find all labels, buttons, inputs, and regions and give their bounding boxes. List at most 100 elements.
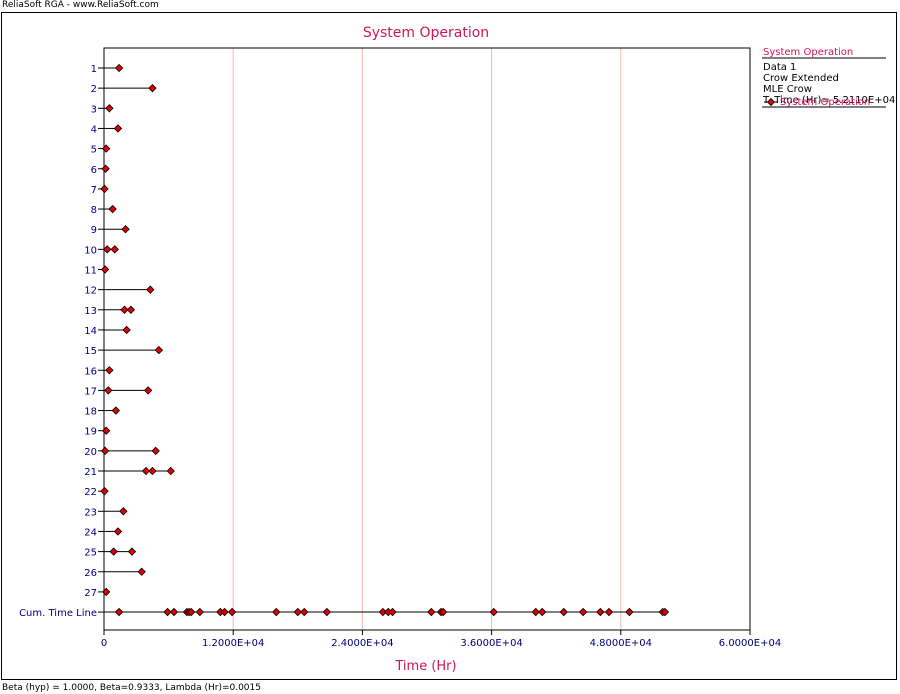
legend-title: System Operation: [763, 47, 853, 58]
failure-point: [148, 466, 157, 476]
legend: System Operation Data 1 Crow Extended ML…: [762, 47, 895, 108]
x-tick-label: 2.4000E+04: [331, 638, 393, 649]
failure-point: [114, 63, 124, 73]
failure-point: [108, 204, 117, 214]
chart-frame: [1, 12, 897, 680]
cum-failure-point: [187, 607, 196, 617]
chart-title: System Operation: [363, 25, 489, 41]
y-tick-label: 17: [84, 386, 97, 397]
failure-point: [119, 507, 128, 516]
failure-point: [100, 265, 110, 274]
failure-point: [120, 305, 129, 314]
y-tick-label: 22: [84, 487, 97, 498]
legend-line-method: MLE Crow: [763, 84, 812, 95]
y-tick-label: 15: [84, 346, 97, 357]
failure-point: [101, 164, 110, 173]
y-tick-label: 12: [84, 286, 97, 297]
y-tick-label: 19: [84, 427, 97, 438]
y-tick-label: Cum. Time Line: [19, 608, 97, 619]
cum-failure-point: [293, 607, 302, 617]
cum-failure-point: [578, 607, 588, 617]
y-tick-label: 23: [84, 507, 97, 518]
cum-failure-point: [195, 607, 204, 617]
cum-failure-point: [427, 607, 436, 617]
failure-point: [105, 366, 114, 375]
legend-line-total-time: T. Time (Hr)= 5.2110E+04: [762, 95, 895, 106]
y-tick-label: 11: [84, 266, 97, 277]
y-tick-label: 13: [84, 306, 97, 317]
failure-point: [104, 386, 113, 395]
failure-point: [166, 466, 175, 476]
cum-failure-point: [163, 607, 172, 617]
y-tick-label: 16: [84, 366, 97, 377]
cum-failure-point: [604, 607, 614, 617]
failure-point: [103, 245, 112, 254]
y-tick-label: 3: [91, 104, 97, 115]
failure-point: [105, 104, 114, 113]
y-tick-label: 20: [84, 447, 97, 458]
cum-failure-point: [220, 607, 229, 617]
legend-series-marker: [766, 97, 776, 107]
x-tick-label: 3.6000E+04: [460, 638, 522, 649]
failure-point: [127, 547, 137, 556]
y-tick-label: 10: [84, 245, 97, 256]
legend-series-label: System Operation: [780, 97, 870, 108]
cum-failure-point: [378, 607, 388, 617]
failure-point: [101, 587, 111, 597]
failure-point: [143, 386, 153, 395]
failure-point: [100, 184, 109, 194]
x-tick-label: 4.8000E+04: [590, 638, 652, 649]
x-tick-label: 6.0000E+04: [719, 638, 781, 649]
plot-border: [103, 47, 751, 631]
y-tick-label: 2: [91, 84, 97, 95]
failure-point: [122, 325, 131, 335]
cum-failure-point: [322, 607, 332, 617]
x-tick-label: 0: [101, 638, 107, 649]
y-tick-label: 4: [91, 124, 97, 135]
y-tick-label: 25: [84, 548, 97, 559]
failure-point: [154, 345, 164, 355]
y-tick-label: 26: [84, 568, 97, 579]
failure-point: [137, 567, 146, 576]
cum-failure-point: [531, 607, 540, 617]
app-caption: ReliaSoft RGA - www.ReliaSoft.com: [2, 0, 159, 10]
failure-point: [109, 547, 118, 556]
y-tick-label: 18: [84, 407, 97, 418]
cum-failure-point: [625, 607, 634, 617]
failure-point: [100, 446, 110, 456]
legend-line-data: Data 1: [763, 62, 796, 73]
failure-point: [100, 486, 109, 496]
failure-point: [113, 124, 123, 133]
cum-failure-point: [438, 607, 448, 617]
y-tick-label: 24: [84, 527, 97, 538]
y-tick-label: 9: [91, 225, 97, 236]
failure-point: [141, 466, 151, 476]
y-tick-label: 8: [91, 205, 97, 216]
cum-failure-point: [272, 607, 281, 617]
cum-failure-point: [559, 607, 568, 617]
failure-point: [101, 426, 111, 435]
failure-point: [101, 144, 111, 153]
failure-point: [113, 527, 123, 536]
cum-failure-point: [538, 607, 547, 617]
x-axis-label: Time (Hr): [394, 659, 456, 674]
cum-failure-point: [660, 607, 670, 617]
cum-failure-point: [169, 607, 179, 617]
failure-point: [121, 225, 130, 234]
plot-area: 0 1.2000E+04 2.4000E+04 3.6000E+04 4.8000E+0…: [19, 47, 781, 649]
y-tick-label: 5: [91, 145, 97, 156]
legend-line-model: Crow Extended: [763, 73, 839, 84]
failure-point: [148, 83, 157, 93]
failure-point: [111, 406, 121, 415]
failure-point: [146, 285, 155, 294]
y-tick-label: 14: [84, 326, 97, 337]
y-tick-label: 6: [91, 165, 97, 176]
cum-failure-point: [300, 607, 309, 617]
cum-failure-point: [596, 607, 605, 617]
y-tick-label: 1: [91, 64, 97, 75]
failure-point: [126, 305, 136, 314]
cum-failure-point: [388, 607, 397, 617]
failure-point: [110, 245, 119, 254]
cum-failure-point: [114, 607, 124, 617]
